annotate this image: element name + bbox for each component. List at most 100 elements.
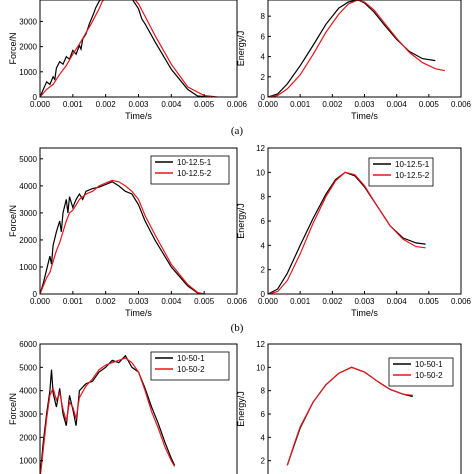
- y-axis-label: Force/N: [8, 32, 18, 64]
- x-tick-label: 0.004: [161, 100, 182, 109]
- y-tick-label: 0: [33, 93, 38, 102]
- legend-label: 10-50-2: [177, 365, 205, 374]
- x-tick-label: 0.001: [290, 297, 311, 306]
- x-tick-label: 0.005: [194, 297, 215, 306]
- x-tick-label: 0.003: [128, 297, 149, 306]
- y-tick-label: 1000: [19, 68, 37, 77]
- x-tick-label: 0.002: [322, 100, 343, 109]
- y-tick-label: 0: [33, 290, 38, 299]
- x-tick-label: 0.000: [258, 297, 279, 306]
- chart-b-energy: 0.000 0.001 0.002 0.003 0.004 0.005 0.006 Time/…: [236, 144, 472, 318]
- plot-frame: [267, 0, 462, 98]
- series-line-2: [286, 366, 413, 466]
- x-axis-label: Time/s: [351, 111, 378, 121]
- x-tick-label: 0.006: [227, 100, 248, 109]
- y-tick-label: 5000: [19, 155, 37, 164]
- x-tick-label: 0.000: [30, 100, 51, 109]
- y-tick-label: 4000: [19, 182, 37, 191]
- x-tick-label: 0.003: [128, 100, 149, 109]
- y-tick-label: 2: [261, 73, 266, 82]
- x-tick-label: 0.004: [387, 100, 408, 109]
- y-tick-label: 0: [261, 290, 266, 299]
- x-tick-label: 0.005: [194, 100, 215, 109]
- x-tick-label: 0.005: [419, 100, 440, 109]
- y-tick-label: 2000: [19, 43, 37, 52]
- x-tick-label: 0.006: [227, 297, 248, 306]
- x-tick-label: 0.004: [161, 297, 182, 306]
- y-tick-label: 1000: [19, 457, 37, 466]
- legend-box: [388, 357, 454, 387]
- y-tick-label: 6: [261, 410, 266, 419]
- y-tick-label: 4: [261, 433, 266, 442]
- y-tick-label: 10: [256, 363, 265, 372]
- series-line-2: [268, 0, 446, 97]
- y-tick-label: 3000: [19, 17, 37, 26]
- series-line-1: [40, 354, 176, 474]
- y-axis-label: Energy/J: [236, 391, 246, 427]
- x-tick-label: 0.000: [30, 297, 51, 306]
- series-line-2: [40, 357, 176, 474]
- series-line-1: [40, 181, 202, 294]
- y-tick-label: 0: [261, 93, 266, 102]
- chart-b-force: 0.000 0.001 0.002 0.003 0.004 0.005 0.006 Time/…: [8, 147, 248, 318]
- y-tick-label: 8: [261, 193, 266, 202]
- y-tick-label: 2: [261, 457, 266, 466]
- chart-c-force: 1000 2000 3000 4000 5000 6000 Force/N 10-50-1 10…: [8, 340, 238, 474]
- x-tick-label: 0.003: [354, 100, 375, 109]
- y-tick-label: 8: [261, 12, 266, 21]
- series-line-2: [40, 0, 218, 97]
- y-tick-label: 2000: [19, 433, 37, 442]
- caption-b: (b): [231, 322, 244, 334]
- y-tick-label: 6: [261, 32, 266, 41]
- y-tick-label: 12: [256, 340, 265, 349]
- legend-label: 10-50-1: [177, 354, 205, 363]
- x-tick-label: 0.006: [451, 100, 472, 109]
- x-tick-label: 0.002: [96, 297, 117, 306]
- x-tick-label: 0.004: [387, 297, 408, 306]
- y-tick-label: 2000: [19, 236, 37, 245]
- x-tick-label: 0.000: [258, 100, 279, 109]
- x-tick-label: 0.002: [322, 297, 343, 306]
- x-tick-label: 0.003: [354, 297, 375, 306]
- legend-box: [368, 157, 434, 187]
- series-line-1: [268, 171, 426, 294]
- y-tick-label: 8: [261, 387, 266, 396]
- legend-box: [150, 155, 230, 185]
- y-tick-label: 3000: [19, 209, 37, 218]
- x-axis-label: Time/s: [125, 308, 152, 318]
- series-line-2: [268, 171, 426, 294]
- x-tick-label: 0.005: [419, 297, 440, 306]
- x-tick-label: 0.002: [96, 100, 117, 109]
- y-tick-label: 10: [256, 168, 265, 177]
- y-tick-label: 4000: [19, 387, 37, 396]
- series-line-2: [40, 179, 205, 294]
- caption-a: (a): [231, 125, 244, 137]
- plot-frame: [39, 0, 238, 98]
- x-tick-label: 0.001: [63, 100, 84, 109]
- y-tick-label: 4: [261, 241, 266, 250]
- y-axis-label: Energy/J: [236, 31, 246, 67]
- y-axis-label: Force/N: [8, 205, 18, 237]
- series-line-1: [40, 0, 210, 97]
- legend-label: 10-12.5-2: [177, 169, 212, 178]
- x-axis-label: Time/s: [125, 111, 152, 121]
- x-tick-label: 0.001: [290, 100, 311, 109]
- legend-label: 10-12.5-1: [395, 160, 430, 169]
- y-tick-label: 4: [261, 53, 266, 62]
- legend-label: 10-12.5-2: [395, 171, 430, 180]
- y-tick-label: 5000: [19, 363, 37, 372]
- chart-a-force: 0.000 0.001 0.002 0.003 0.004 0.005 0.006 Time/…: [8, 0, 248, 121]
- x-axis-label: Time/s: [351, 308, 378, 318]
- y-tick-label: 3000: [19, 410, 37, 419]
- legend-label: 10-50-2: [415, 371, 443, 380]
- y-axis-label: Energy/J: [236, 203, 246, 239]
- legend-label: 10-12.5-1: [177, 158, 212, 167]
- chart-a-energy: 0.000 0.001 0.002 0.003 0.004 0.005 0.006 Time/…: [236, 0, 472, 121]
- y-tick-label: 1000: [19, 263, 37, 272]
- x-tick-label: 0.001: [63, 297, 84, 306]
- x-tick-label: 0.006: [451, 297, 472, 306]
- legend-label: 10-50-1: [415, 360, 443, 369]
- chart-c-energy: 2 4 6 8 10 12 Energy/J 10-50-1 10-50-2: [236, 340, 462, 474]
- y-axis-label: Force/N: [8, 393, 18, 425]
